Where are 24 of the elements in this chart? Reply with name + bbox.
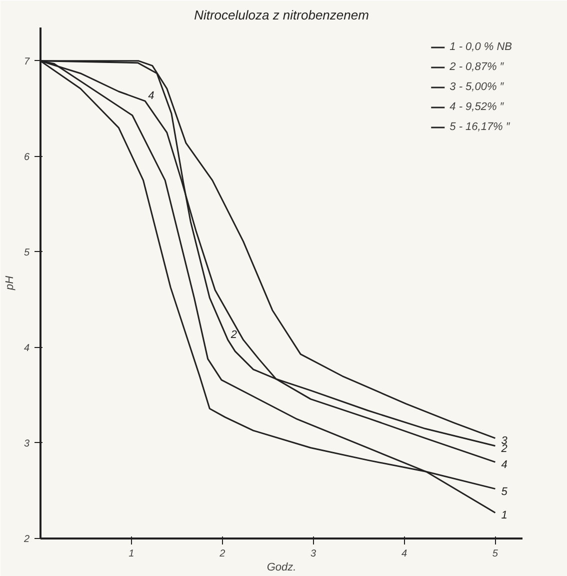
legend-label: 3 - 5,00% ″ <box>450 81 504 93</box>
x-axis-title: Godz. <box>266 562 296 574</box>
x-tick-label: 4 <box>401 548 408 560</box>
y-tick-label: 2 <box>22 534 30 545</box>
legend-label: 5 - 16,17% ″ <box>450 121 510 133</box>
annotation: 4 <box>501 459 508 472</box>
annotation: 1 <box>501 510 508 522</box>
annotation: 5 <box>501 486 508 498</box>
y-tick-label: 6 <box>24 152 30 163</box>
y-tick-label: 3 <box>24 438 30 450</box>
legend-label: 1 - 0,0 % NB <box>450 41 512 53</box>
x-tick-label: 2 <box>218 548 226 560</box>
x-tick-label: 5 <box>492 548 498 560</box>
y-tick-label: 4 <box>24 342 30 354</box>
x-tick-label: 1 <box>128 548 134 560</box>
legend-label: 4 - 9,52% ″ <box>450 101 504 113</box>
y-tick-label: 5 <box>24 247 30 258</box>
annotation: 4 <box>148 90 154 102</box>
legend-label: 2 - 0,87% ″ <box>450 61 504 73</box>
chart-title: Nitroceluloza z nitrobenzenem <box>194 8 370 22</box>
y-axis-title: pH <box>4 276 16 292</box>
x-tick-label: 3 <box>310 548 317 560</box>
y-tick-label: 7 <box>24 56 30 68</box>
annotation: 2 <box>230 328 237 341</box>
